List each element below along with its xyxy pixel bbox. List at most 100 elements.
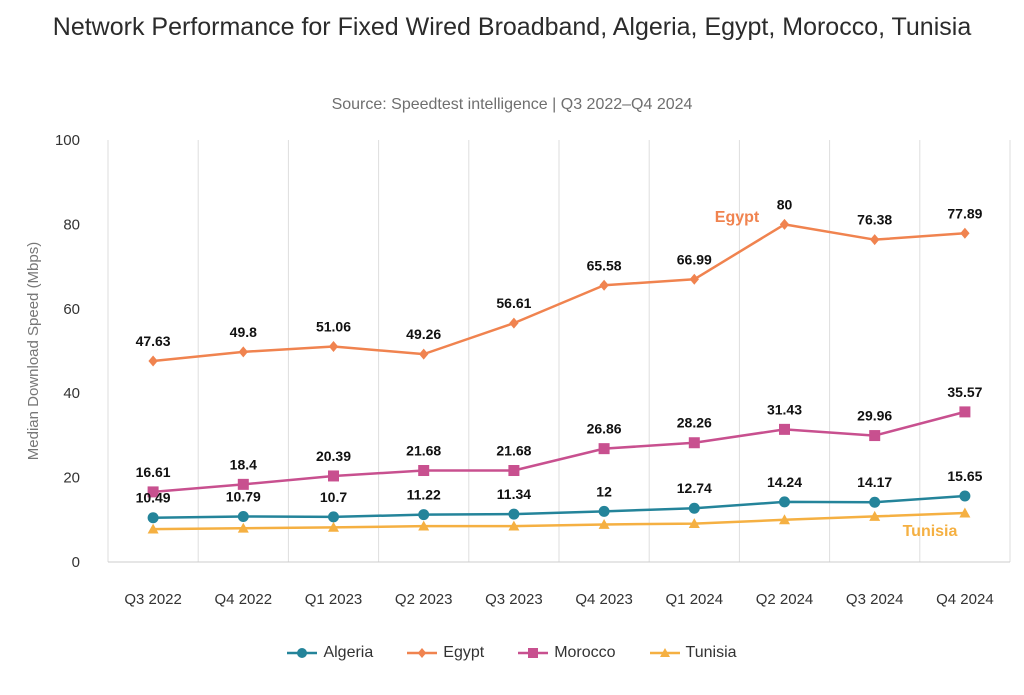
y-tick-label: 0 xyxy=(72,554,80,571)
data-point-algeria xyxy=(328,511,339,523)
data-point-morocco xyxy=(869,430,881,442)
data-label-egypt: 80 xyxy=(777,196,793,212)
series-line-egypt xyxy=(152,223,965,363)
data-point-egypt xyxy=(148,355,158,367)
data-label-egypt: 77.89 xyxy=(947,205,982,221)
data-label-algeria: 12.74 xyxy=(677,480,712,496)
series-markers xyxy=(147,218,971,534)
chart-subtitle: Source: Speedtest intelligence | Q3 2022… xyxy=(331,96,693,113)
legend-swatch-tunisia xyxy=(649,648,680,657)
data-label-morocco: 31.43 xyxy=(767,401,802,417)
data-point-egypt xyxy=(238,346,248,358)
data-point-tunisia xyxy=(959,507,971,518)
data-point-morocco xyxy=(418,465,430,477)
data-point-tunisia xyxy=(147,523,159,534)
y-tick-label: 60 xyxy=(63,301,80,318)
legend-swatch-algeria xyxy=(287,648,318,658)
inline-label-tunisia: Tunisia xyxy=(903,523,958,540)
data-label-algeria: 10.49 xyxy=(136,490,171,506)
legend-label-algeria: Algeria xyxy=(323,644,374,661)
y-tick-label: 40 xyxy=(63,385,80,402)
data-point-egypt xyxy=(328,341,339,353)
x-axis-ticks: Q3 2022 Q4 2022 Q1 2023 Q2 2023 Q3 2023 Q4 20… xyxy=(124,591,993,608)
x-tick-label: Q2 2023 xyxy=(395,591,453,608)
data-label-morocco: 35.57 xyxy=(947,384,982,400)
line-chart: 0 20 40 60 80 100 Q3 2022 Q4 2022 Q1 2023 Q2 202… xyxy=(25,132,1011,608)
data-label-egypt: 76.38 xyxy=(857,212,892,228)
data-label-egypt: 56.61 xyxy=(496,295,531,311)
data-point-tunisia xyxy=(869,510,881,521)
inline-label-egypt: Egypt xyxy=(715,209,760,226)
data-point-egypt xyxy=(509,317,519,329)
chart-legend: Algeria Egypt Morocco Tunisia xyxy=(0,644,1024,662)
data-point-morocco xyxy=(959,406,971,418)
data-label-morocco: 21.68 xyxy=(406,443,441,459)
data-label-algeria: 10.79 xyxy=(226,488,261,504)
x-tick-label: Q4 2022 xyxy=(215,591,273,608)
x-tick-label: Q3 2024 xyxy=(846,591,904,608)
data-label-egypt: 49.8 xyxy=(230,324,257,340)
data-point-algeria xyxy=(418,509,430,521)
series-line-tunisia xyxy=(153,511,965,531)
data-label-morocco: 28.26 xyxy=(677,415,712,431)
data-point-egypt xyxy=(419,348,429,360)
x-tick-label: Q2 2024 xyxy=(756,591,814,608)
data-point-morocco xyxy=(779,423,790,435)
data-point-morocco xyxy=(598,443,610,455)
data-point-tunisia xyxy=(237,522,249,533)
data-point-egypt xyxy=(599,279,609,291)
x-tick-label: Q4 2024 xyxy=(936,591,994,608)
x-tick-label: Q3 2023 xyxy=(485,591,543,608)
data-point-tunisia xyxy=(508,520,520,531)
data-point-algeria xyxy=(688,502,700,514)
data-point-tunisia xyxy=(688,518,700,528)
legend-marker xyxy=(659,648,670,657)
data-label-algeria: 12 xyxy=(596,483,612,499)
grid-lines xyxy=(107,140,1011,563)
x-tick-label: Q4 2023 xyxy=(575,591,633,608)
inline-series-labels: Egypt Tunisia xyxy=(715,209,958,540)
legend-item-morocco: Morocco xyxy=(518,644,616,662)
data-point-algeria xyxy=(779,496,790,508)
data-point-morocco xyxy=(237,478,249,490)
data-labels: 10.49 10.79 10.7 11.22 11.34 12 12.74 14.24 14.1… xyxy=(136,196,983,505)
data-point-tunisia xyxy=(598,518,610,529)
data-point-tunisia xyxy=(418,520,430,531)
series-lines xyxy=(152,223,966,531)
data-label-morocco: 29.96 xyxy=(857,408,892,424)
data-label-egypt: 65.58 xyxy=(587,257,622,273)
data-point-egypt xyxy=(779,218,790,230)
data-point-morocco xyxy=(688,437,700,449)
data-point-egypt xyxy=(689,273,699,285)
y-tick-label: 80 xyxy=(63,216,80,233)
series-line-algeria xyxy=(153,494,965,519)
data-label-morocco: 21.68 xyxy=(496,443,531,459)
data-point-morocco xyxy=(508,465,520,477)
legend-label-tunisia: Tunisia xyxy=(685,644,737,661)
y-tick-label: 20 xyxy=(63,470,80,487)
y-axis-label: Median Download Speed (Mbps) xyxy=(25,242,42,460)
data-point-morocco xyxy=(328,470,339,482)
series-line-morocco xyxy=(152,410,966,494)
legend-swatch-morocco xyxy=(518,648,549,658)
legend-item-egypt: Egypt xyxy=(407,644,484,662)
data-label-morocco: 18.4 xyxy=(230,456,257,472)
legend-label-egypt: Egypt xyxy=(443,644,485,661)
data-point-tunisia xyxy=(328,521,339,532)
data-point-egypt xyxy=(960,227,970,239)
data-point-algeria xyxy=(598,505,610,517)
data-label-egypt: 51.06 xyxy=(316,319,351,335)
legend-marker xyxy=(528,648,539,658)
y-axis-ticks: 0 20 40 60 80 100 xyxy=(55,132,80,571)
legend-marker xyxy=(418,648,427,658)
legend-item-algeria: Algeria xyxy=(287,644,373,662)
data-point-egypt xyxy=(870,234,880,246)
data-label-algeria: 11.22 xyxy=(407,487,441,503)
y-tick-label: 100 xyxy=(55,132,80,149)
data-label-morocco: 20.39 xyxy=(316,448,351,464)
legend-marker xyxy=(297,648,308,658)
data-label-algeria: 14.17 xyxy=(857,474,892,490)
data-label-morocco: 26.86 xyxy=(587,421,622,437)
data-label-egypt: 49.26 xyxy=(406,326,441,342)
data-label-algeria: 11.34 xyxy=(497,486,531,502)
